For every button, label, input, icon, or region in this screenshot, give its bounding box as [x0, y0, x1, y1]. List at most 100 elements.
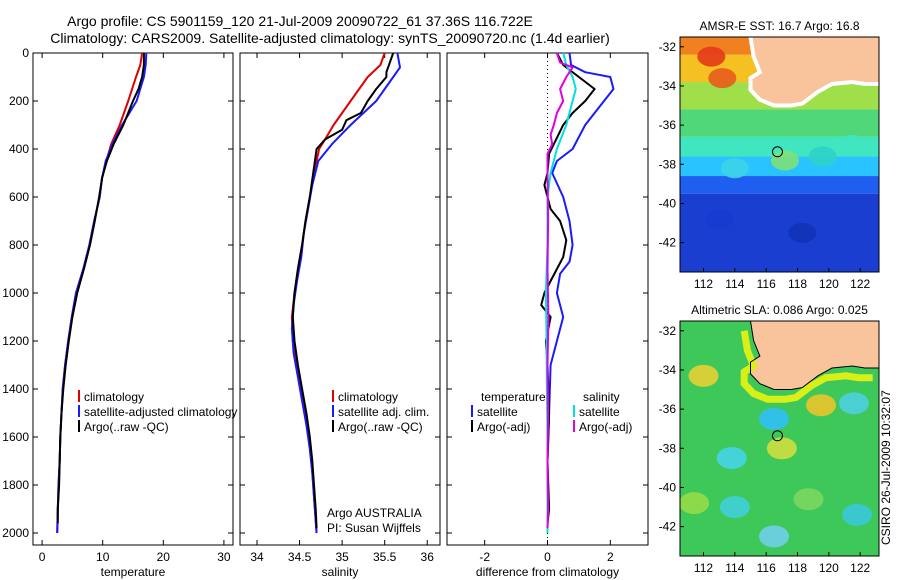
- sst-blob: [770, 150, 799, 171]
- sla-blob: [806, 394, 837, 417]
- xlabel-salinity: salinity: [322, 565, 359, 579]
- legend-swatch: [573, 420, 575, 432]
- map-ytick-label: -38: [659, 157, 677, 171]
- sst-blob: [697, 46, 726, 67]
- ytick-label: 200: [9, 94, 29, 108]
- sla-blob: [793, 488, 824, 511]
- map-ytick-label: -40: [659, 196, 677, 210]
- map-ytick-label: -34: [659, 79, 677, 93]
- xtick-label: 30: [217, 550, 231, 564]
- map-xtick-label: 120: [819, 561, 839, 575]
- annotation-line2: PI: Susan Wijffels: [327, 521, 421, 535]
- legend-entry: Argo(..raw -QC): [338, 420, 423, 434]
- xtick-label: 35: [335, 550, 349, 564]
- ytick-label: 1400: [2, 382, 29, 396]
- coastline: [748, 37, 879, 108]
- sla-blob: [838, 392, 869, 415]
- map-ytick-label: -32: [659, 40, 677, 54]
- xlabel-difference: difference from climatology: [476, 565, 619, 579]
- series-line-difference-0: [546, 52, 615, 533]
- xlabel-temperature: temperature: [101, 565, 166, 579]
- sst-band: [680, 109, 879, 137]
- xtick-label: 0: [39, 550, 46, 564]
- map-xtick-label: 122: [850, 277, 870, 291]
- sst-band: [680, 176, 879, 194]
- profile-location-marker: [771, 430, 783, 442]
- axes-box-salinity: [239, 52, 441, 546]
- legend-entry: Argo(..raw -QC): [84, 420, 169, 434]
- ytick-label: 600: [9, 190, 29, 204]
- legend-swatch: [471, 420, 473, 432]
- map-title-sst_map: AMSR-E SST: 16.7 Argo: 16.8: [699, 19, 859, 33]
- sla-blob: [759, 407, 790, 430]
- legend-entry: Argo(-adj): [579, 420, 632, 434]
- series-line-temperature-2: [56, 53, 145, 524]
- panel-temperature: 0 10 20 30 0 200 400 600 800 1000 1200 1400 1600 1800…: [2, 46, 237, 579]
- map-frame: [679, 36, 880, 273]
- xtick-label: 34.5: [288, 550, 312, 564]
- legend-entry: Argo(-adj): [477, 420, 530, 434]
- map-xtick-label: 116: [757, 277, 776, 291]
- sst-blob: [705, 209, 734, 230]
- land-polygon: [750, 321, 879, 390]
- map-xtick-label: 114: [725, 277, 744, 291]
- xtick-label: 2: [607, 550, 614, 564]
- legend-swatch: [78, 420, 80, 432]
- map-ytick-label: -36: [659, 402, 677, 416]
- ytick-label: 2000: [2, 526, 29, 540]
- series-line-salinity-2: [291, 52, 395, 529]
- sst-band: [680, 193, 879, 272]
- profile-location-marker: [771, 146, 783, 158]
- legend-swatch: [332, 390, 334, 402]
- xtick-label: 36: [421, 550, 435, 564]
- sst-blob: [720, 158, 749, 179]
- sst-blob: [838, 134, 867, 155]
- ytick-label: 800: [9, 238, 29, 252]
- figure-title-line2: Climatology: CARS2009. Satellite-adjuste…: [50, 30, 610, 46]
- legend-swatch: [332, 420, 334, 432]
- map-xtick-label: 116: [757, 561, 776, 575]
- axes-box-temperature: [32, 52, 234, 546]
- map-ytick-label: -34: [659, 363, 677, 377]
- map-xtick-label: 120: [819, 277, 839, 291]
- map-ytick-label: -36: [659, 118, 677, 132]
- xtick-label: 35.5: [373, 550, 397, 564]
- map-xtick-label: 112: [694, 561, 713, 575]
- map-panel-sla_map: 112 114 116 118 120 122 -32 -34 -36 -38 -40 -42 Alti…: [659, 303, 880, 575]
- map-xtick-label: 122: [850, 561, 870, 575]
- legend-swatch: [573, 405, 575, 417]
- ytick-label: 1800: [2, 478, 29, 492]
- sla-blob: [759, 525, 790, 548]
- legend-entry: satellite adj. clim.: [338, 405, 429, 419]
- sla-blob: [680, 492, 710, 515]
- legend-swatch: [78, 390, 80, 402]
- legend-swatch: [332, 405, 334, 417]
- sst-blob: [708, 68, 737, 89]
- ytick-label: 400: [9, 142, 29, 156]
- map-title-sla_map: Altimetric SLA: 0.086 Argo: 0.025: [691, 303, 868, 317]
- legend-entry: climatology: [338, 390, 398, 404]
- ytick-label: 0: [22, 46, 29, 60]
- sst-blob: [808, 146, 837, 167]
- series-line-difference-3: [546, 52, 574, 529]
- ytick-label: 1200: [2, 334, 29, 348]
- map-frame: [679, 320, 880, 557]
- map-field: [680, 321, 879, 556]
- legend-entry: satellite: [579, 405, 620, 419]
- shelf-band: [740, 330, 873, 403]
- map-ytick-label: -40: [659, 480, 677, 494]
- sla-blob: [688, 364, 719, 387]
- map-panel-sst_map: 112 114 116 118 120 122 -32 -34 -36 -38 -40 -42 AMSR…: [659, 19, 880, 291]
- legend-entry: satellite-adjusted climatology: [84, 405, 237, 419]
- sla-blob: [766, 437, 797, 460]
- map-xtick-label: 118: [788, 277, 807, 291]
- map-ytick-label: -42: [659, 520, 677, 534]
- xtick-label: 10: [96, 550, 110, 564]
- xtick-label: 34: [250, 550, 264, 564]
- xtick-label: 0: [544, 550, 551, 564]
- panel-salinity: 34 34.5 35 35.5 36 salinity climatologysatelli…: [239, 52, 441, 579]
- map-xtick-label: 118: [788, 561, 807, 575]
- legend-title-salinity: salinity: [583, 390, 620, 404]
- map-ytick-label: -38: [659, 441, 677, 455]
